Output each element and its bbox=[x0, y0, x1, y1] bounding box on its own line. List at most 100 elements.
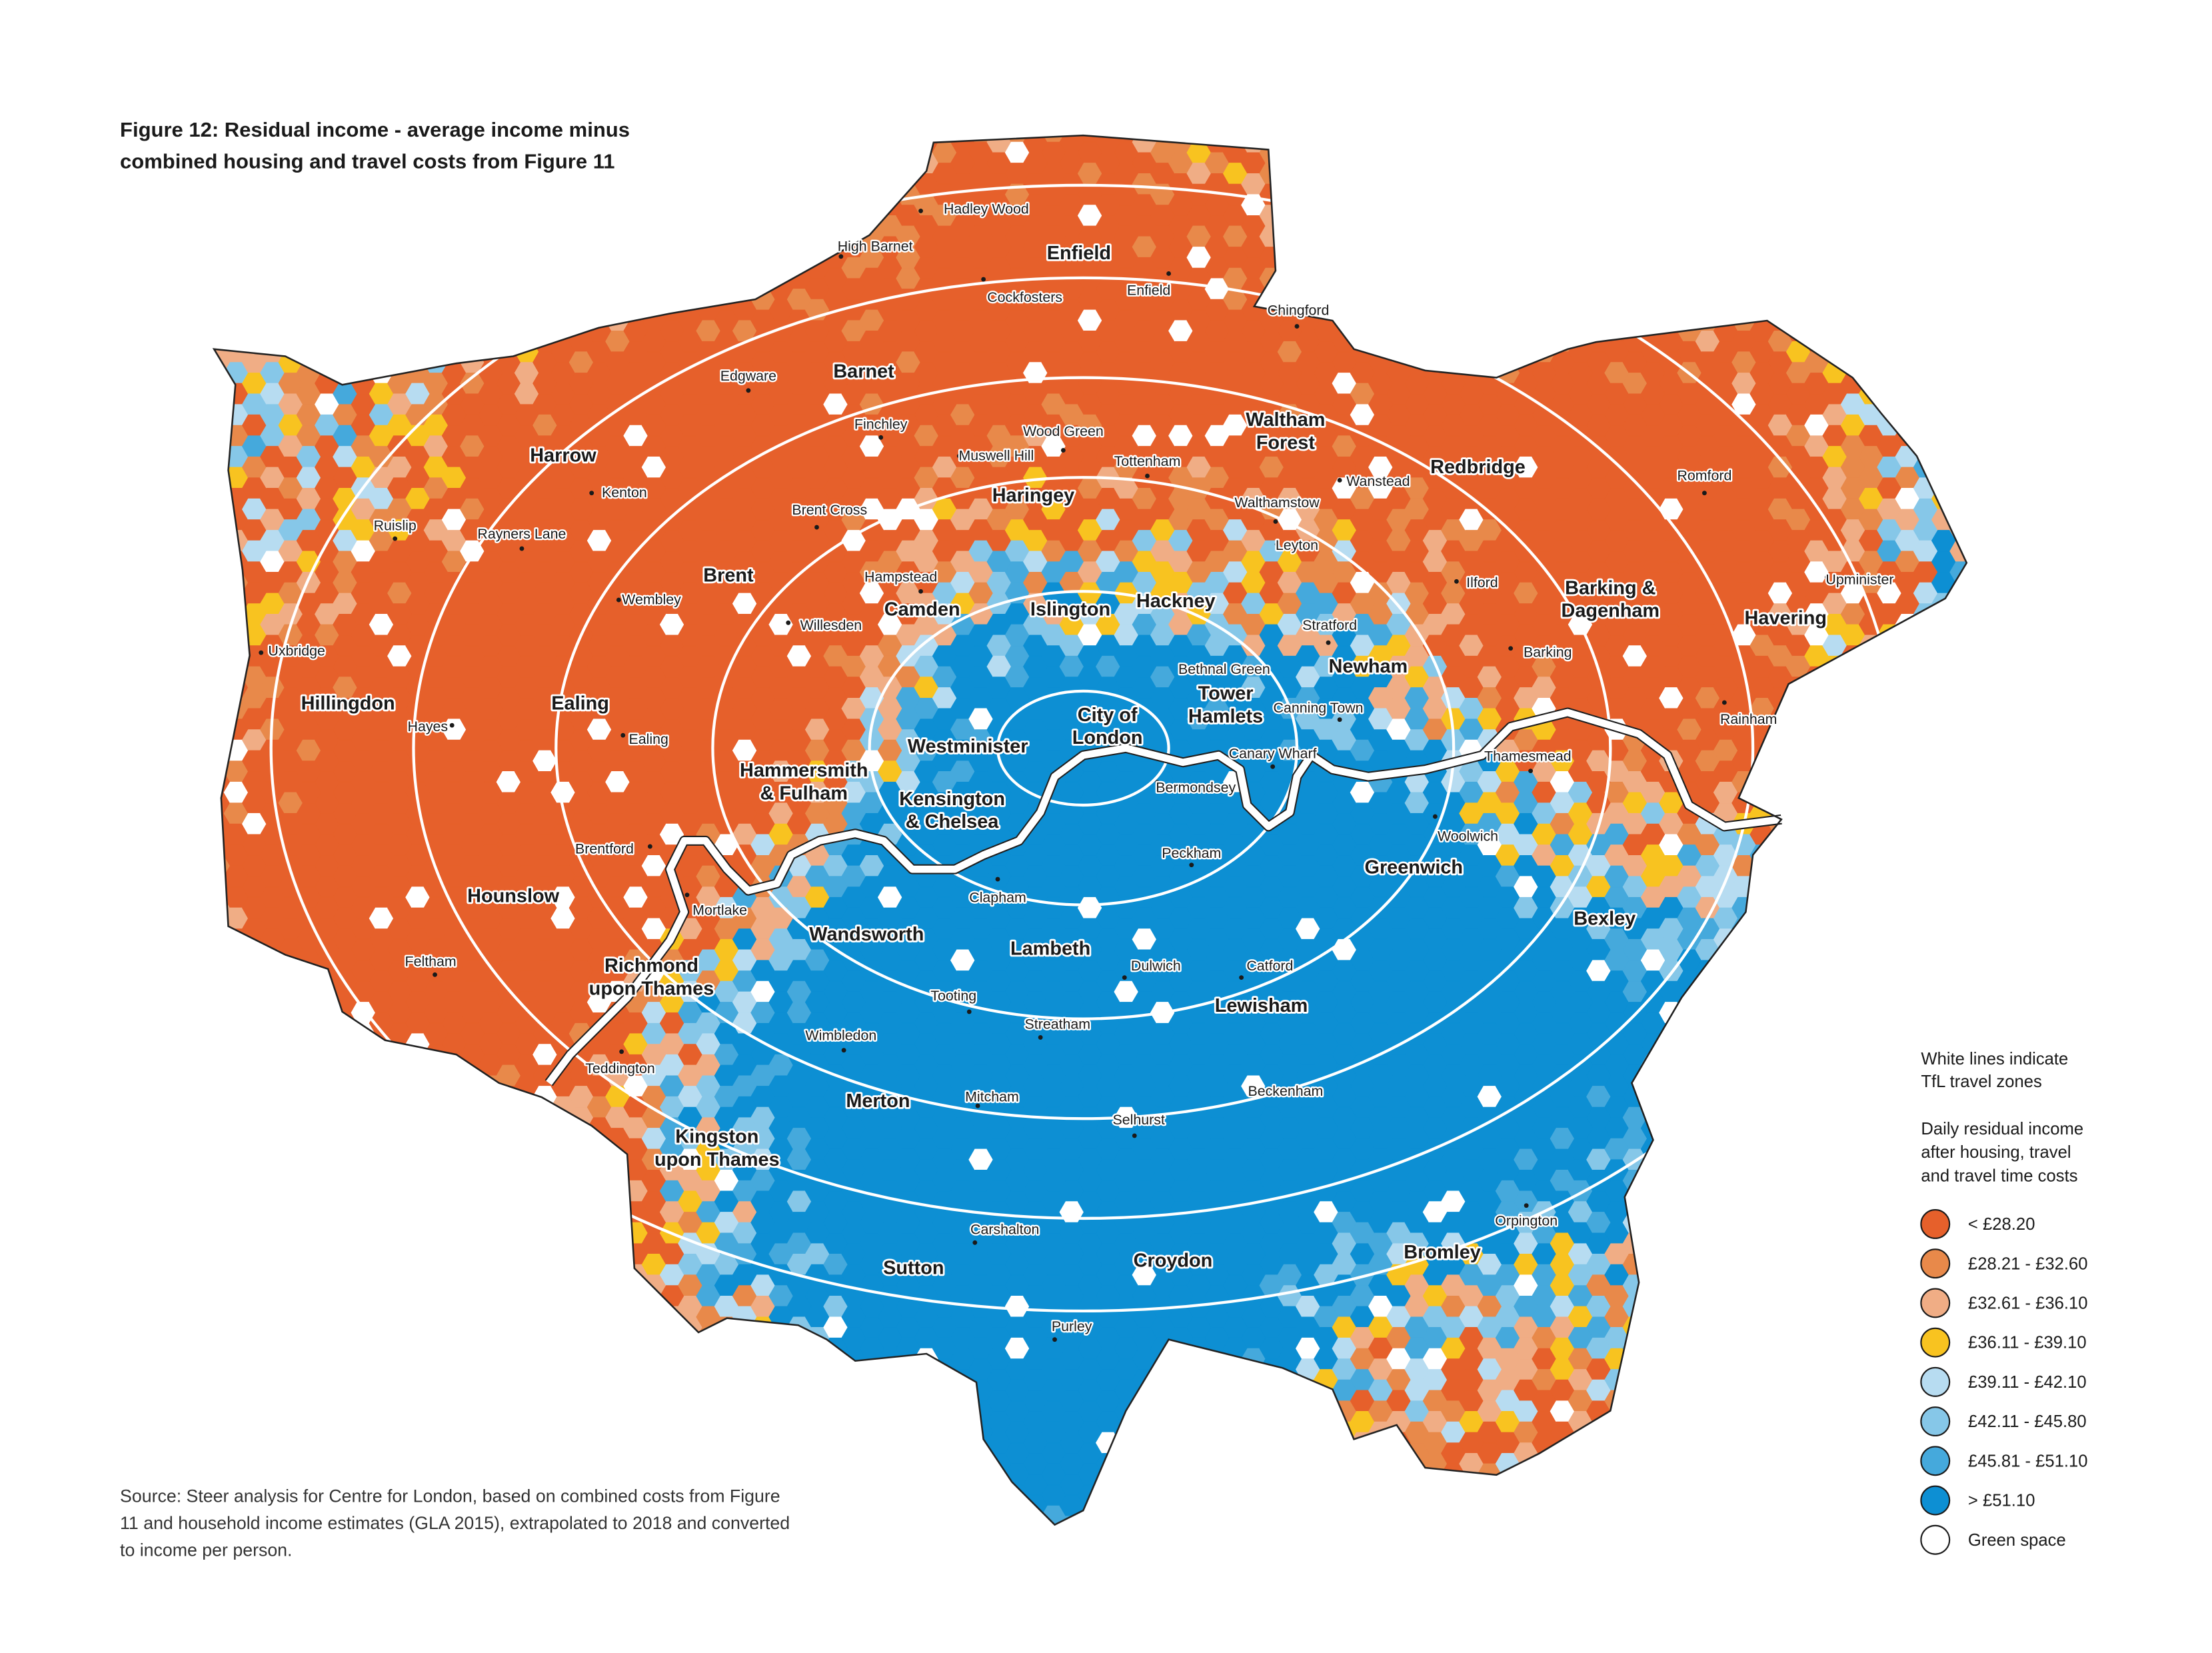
place-label: Tottenham bbox=[1114, 453, 1181, 469]
place-label: Selhurst bbox=[1112, 1112, 1164, 1128]
place-dot bbox=[647, 844, 652, 849]
place-label: Mortlake bbox=[692, 902, 747, 918]
place-label: Cockfosters bbox=[987, 289, 1062, 305]
place-dot bbox=[981, 277, 986, 282]
place-dot bbox=[1038, 1034, 1043, 1040]
place-label: Uxbridge bbox=[268, 643, 325, 659]
borough-label: Bexley bbox=[1574, 908, 1636, 930]
place-label: High Barnet bbox=[838, 238, 913, 254]
place-dot bbox=[1273, 519, 1278, 524]
place-label: Ilford bbox=[1466, 575, 1498, 591]
place-dot bbox=[918, 208, 923, 213]
borough-label: Hounslow bbox=[467, 885, 559, 906]
legend-heading: and travel time costs bbox=[1921, 1166, 2077, 1185]
place-label: Thamesmead bbox=[1484, 749, 1572, 765]
hex-cell bbox=[333, 362, 358, 384]
borough-label: Redbridge bbox=[1430, 457, 1526, 478]
borough-label: London bbox=[1072, 727, 1143, 749]
figure-title: combined housing and travel costs from F… bbox=[120, 149, 614, 173]
source-note: 11 and household income estimates (GLA 2… bbox=[120, 1513, 790, 1533]
place-label: Upminister bbox=[1825, 572, 1893, 588]
place-label: Mitcham bbox=[965, 1089, 1019, 1105]
place-dot bbox=[1528, 769, 1534, 774]
borough-label: Forest bbox=[1256, 432, 1316, 453]
place-dot bbox=[972, 1240, 978, 1245]
place-label: Purley bbox=[1052, 1318, 1092, 1334]
hex-cell bbox=[1749, 865, 1775, 888]
legend-label: < £28.20 bbox=[1968, 1215, 2035, 1234]
hex-cell bbox=[623, 299, 648, 321]
hex-cell bbox=[1150, 135, 1176, 143]
borough-label: Havering bbox=[1745, 607, 1827, 629]
borough-label: Hamlets bbox=[1188, 706, 1263, 727]
legend-heading: after housing, travel bbox=[1921, 1143, 2071, 1162]
legend-note: White lines indicate bbox=[1921, 1050, 2068, 1068]
hex-cell bbox=[605, 1170, 630, 1192]
legend-swatch bbox=[1920, 1406, 1951, 1437]
borough-label: Lewisham bbox=[1215, 995, 1308, 1016]
place-dot bbox=[519, 546, 525, 551]
place-dot bbox=[1270, 764, 1276, 769]
place-label: Bethnal Green bbox=[1178, 661, 1270, 677]
borough-label: & Chelsea bbox=[906, 811, 999, 832]
place-label: Muswell Hill bbox=[959, 448, 1034, 464]
place-label: Chingford bbox=[1268, 302, 1330, 318]
borough-label: Waltham bbox=[1246, 409, 1325, 431]
place-label: Canning Town bbox=[1274, 700, 1364, 716]
place-dot bbox=[259, 650, 264, 655]
place-dot bbox=[838, 254, 844, 259]
place-label: Romford bbox=[1677, 467, 1731, 483]
place-label: Leyton bbox=[1276, 537, 1318, 553]
place-dot bbox=[684, 892, 690, 898]
place-dot bbox=[1702, 491, 1707, 496]
place-label: Teddington bbox=[585, 1060, 655, 1076]
place-dot bbox=[786, 620, 791, 625]
legend-swatch bbox=[1920, 1248, 1951, 1279]
hex-cell bbox=[387, 1044, 413, 1066]
hex-cell bbox=[1550, 1442, 1575, 1464]
place-dot bbox=[1508, 646, 1514, 651]
place-dot bbox=[918, 589, 923, 594]
place-dot bbox=[746, 388, 751, 393]
borough-label: Kensington bbox=[899, 789, 1005, 810]
place-label: Bermondsey bbox=[1156, 780, 1236, 796]
place-label: Wembley bbox=[622, 591, 681, 607]
legend-swatch bbox=[1920, 1485, 1951, 1516]
place-dot bbox=[1721, 700, 1727, 705]
borough-label: & Fulham bbox=[760, 783, 848, 804]
place-label: Ruislip bbox=[374, 517, 417, 533]
place-dot bbox=[620, 733, 626, 738]
place-label: Canary Wharf bbox=[1229, 745, 1317, 761]
legend-label: > £51.10 bbox=[1968, 1492, 2035, 1510]
place-label: Clapham bbox=[969, 889, 1026, 905]
place-label: Ealing bbox=[629, 731, 668, 747]
place-dot bbox=[878, 435, 884, 440]
place-dot bbox=[1052, 1337, 1057, 1342]
place-dot bbox=[619, 1049, 624, 1054]
hex-cell bbox=[223, 614, 249, 636]
place-label: Hayes bbox=[408, 719, 449, 735]
legend-label: £39.11 - £42.10 bbox=[1968, 1373, 2087, 1392]
place-dot bbox=[616, 597, 621, 603]
place-label: Brentford bbox=[575, 841, 634, 857]
place-label: Feltham bbox=[405, 954, 457, 970]
borough-label: Tower bbox=[1198, 683, 1254, 705]
place-dot bbox=[1189, 862, 1194, 868]
borough-label: City of bbox=[1078, 705, 1138, 726]
place-label: Rayners Lane bbox=[477, 526, 566, 542]
legend-label: £45.81 - £51.10 bbox=[1968, 1452, 2088, 1470]
hex-layer bbox=[214, 135, 1967, 1525]
place-dot bbox=[589, 491, 594, 496]
legend-note: TfL travel zones bbox=[1921, 1072, 2041, 1091]
figure-title: Figure 12: Residual income - average inc… bbox=[120, 118, 630, 141]
place-dot bbox=[1166, 271, 1171, 276]
place-label: Orpington bbox=[1495, 1213, 1558, 1229]
place-label: Hadley Wood bbox=[944, 201, 1029, 217]
place-label: Rainham bbox=[1720, 711, 1777, 727]
place-dot bbox=[1432, 814, 1438, 819]
borough-label: Brent bbox=[703, 565, 754, 586]
place-dot bbox=[814, 525, 819, 530]
borough-label: Dagenham bbox=[1562, 601, 1660, 622]
borough-label: upon Thames bbox=[654, 1149, 780, 1170]
